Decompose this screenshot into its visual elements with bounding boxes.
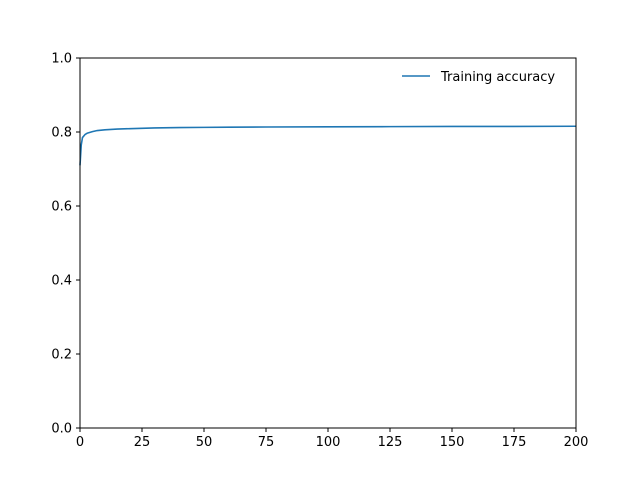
x-tick-label: 0	[76, 435, 84, 450]
plot-area	[80, 58, 576, 428]
x-tick-label: 125	[378, 435, 403, 450]
series-line	[79, 125, 577, 166]
y-tick-label: 0.8	[51, 126, 72, 141]
x-tick-label: 200	[564, 435, 589, 450]
x-tick-label: 25	[134, 435, 151, 450]
y-tick-label: 0.2	[51, 348, 72, 363]
x-axis: 0 25 50 75 100 125 150 175 200	[76, 428, 589, 450]
x-tick-label: 50	[196, 435, 213, 450]
x-tick-label: 150	[440, 435, 465, 450]
legend-label: Training accuracy	[440, 70, 555, 85]
x-tick-label: 100	[316, 435, 341, 450]
x-tick-label: 75	[258, 435, 275, 450]
y-tick-label: 0.0	[51, 422, 72, 437]
legend: Training accuracy	[402, 70, 555, 85]
y-tick-label: 0.4	[51, 274, 72, 289]
y-axis: 0.0 0.2 0.4 0.6 0.8 1.0	[51, 52, 80, 437]
y-tick-label: 0.6	[51, 200, 72, 215]
x-tick-label: 175	[502, 435, 527, 450]
y-tick-label: 1.0	[51, 52, 72, 67]
series-layer	[79, 125, 577, 166]
